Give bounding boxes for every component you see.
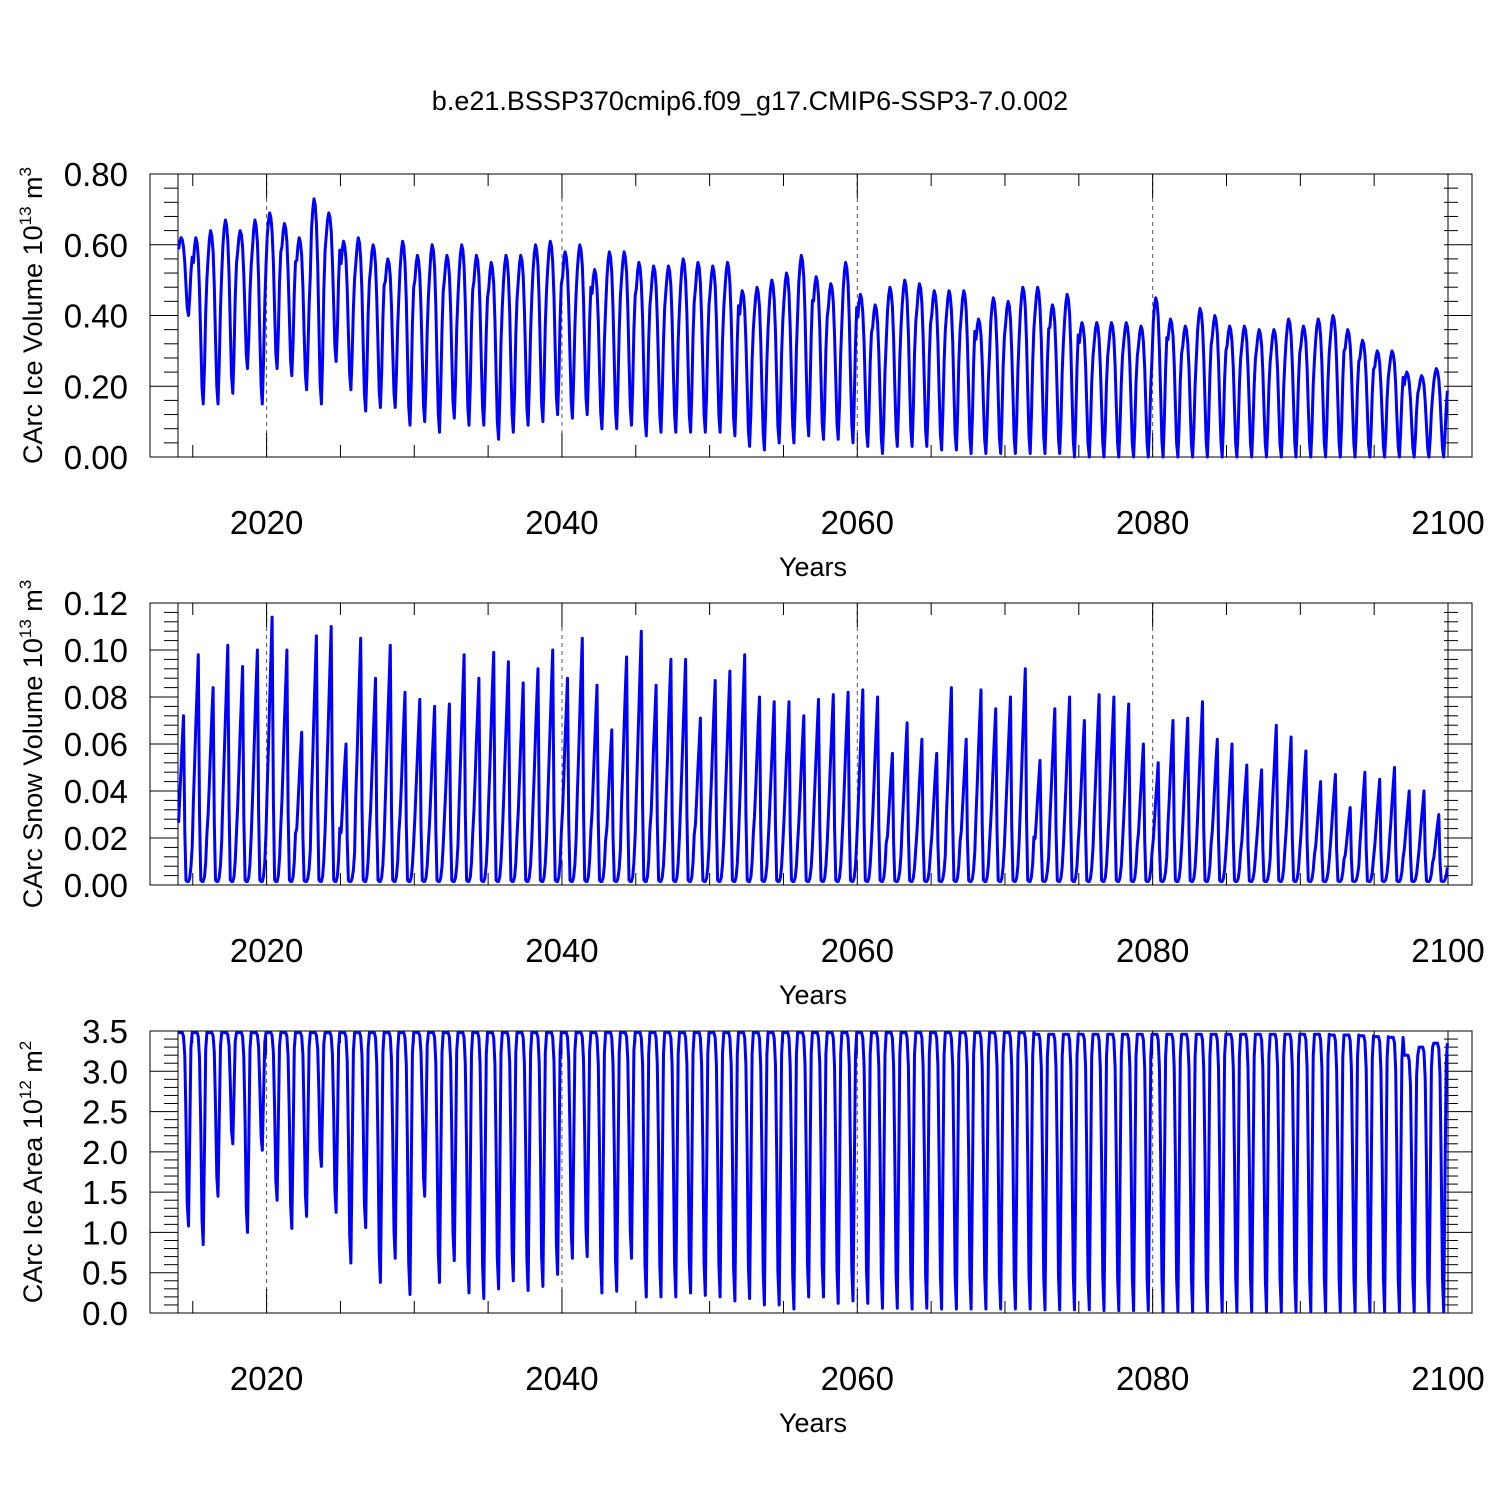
x-tick-label: 2080 <box>1116 1360 1189 1397</box>
x-tick-label: 2100 <box>1411 504 1484 541</box>
y-tick-label: 3.5 <box>82 1013 128 1050</box>
x-tick-label: 2080 <box>1116 932 1189 969</box>
x-tick-label: 2060 <box>821 1360 894 1397</box>
y-tick-label: 3.0 <box>82 1053 128 1090</box>
x-tick-label: 2020 <box>230 1360 303 1397</box>
panels: 2020 2040 2060 2080 2100 Years 0.00 0.20 0.40 0.6… <box>16 156 1485 1438</box>
series-line <box>177 197 1449 459</box>
chart-panel-1: 2020 2040 2060 2080 2100 Years 0.00 0.20 0.40 0.6… <box>16 156 1485 582</box>
x-axis-label: Years <box>779 1408 847 1438</box>
x-tick-label: 2100 <box>1411 932 1484 969</box>
figure-title: b.e21.BSSP370cmip6.f09_g17.CMIP6-SSP3-7.… <box>432 86 1068 116</box>
y-axis-label: CArc Ice Area 1012 m2 <box>16 1041 48 1304</box>
x-axis-label: Years <box>779 980 847 1010</box>
x-tick-label: 2040 <box>525 932 598 969</box>
x-tick-label: 2060 <box>821 504 894 541</box>
y-axis-label: CArc Snow Volume 1013 m3 <box>16 580 48 909</box>
x-tick-label: 2020 <box>230 932 303 969</box>
y-axis-label: CArc Ice Volume 1013 m3 <box>16 167 48 464</box>
y-tick-label: 0.04 <box>64 773 128 810</box>
x-tick-label: 2080 <box>1116 504 1189 541</box>
x-tick-label: 2060 <box>821 932 894 969</box>
y-tick-label: 0.12 <box>64 585 128 622</box>
y-tick-label: 0.40 <box>64 298 128 335</box>
series-line <box>178 1031 1449 1313</box>
y-tick-label: 2.0 <box>82 1134 128 1171</box>
y-tick-label: 2.5 <box>82 1094 128 1131</box>
x-axis-label: Years <box>779 552 847 582</box>
y-tick-label: 0.80 <box>64 156 128 193</box>
x-tick-label: 2040 <box>525 504 598 541</box>
series-line <box>177 615 1449 883</box>
y-tick-label: 0.00 <box>64 867 128 904</box>
y-tick-label: 0.0 <box>82 1295 128 1332</box>
y-tick-label: 0.00 <box>64 439 128 476</box>
y-tick-label: 1.0 <box>82 1214 128 1251</box>
y-tick-label: 0.60 <box>64 227 128 264</box>
chart-panel-2: 2020 2040 2060 2080 2100 Years 0.00 0.02 0.04 0.0… <box>16 580 1485 1010</box>
x-tick-label: 2100 <box>1411 1360 1484 1397</box>
y-tick-label: 0.06 <box>64 726 128 763</box>
plot-frame <box>149 1030 1473 1314</box>
y-tick-label: 0.08 <box>64 679 128 716</box>
y-tick-label: 0.10 <box>64 632 128 669</box>
y-tick-label: 0.5 <box>82 1255 128 1292</box>
y-tick-label: 0.02 <box>64 820 128 857</box>
y-tick-label: 1.5 <box>82 1174 128 1211</box>
chart-panel-3: 2020 2040 2060 2080 2100 Years 0.00.5 1.01.52.0… <box>16 1013 1485 1438</box>
x-tick-label: 2020 <box>230 504 303 541</box>
x-tick-label: 2040 <box>525 1360 598 1397</box>
y-tick-label: 0.20 <box>64 368 128 405</box>
